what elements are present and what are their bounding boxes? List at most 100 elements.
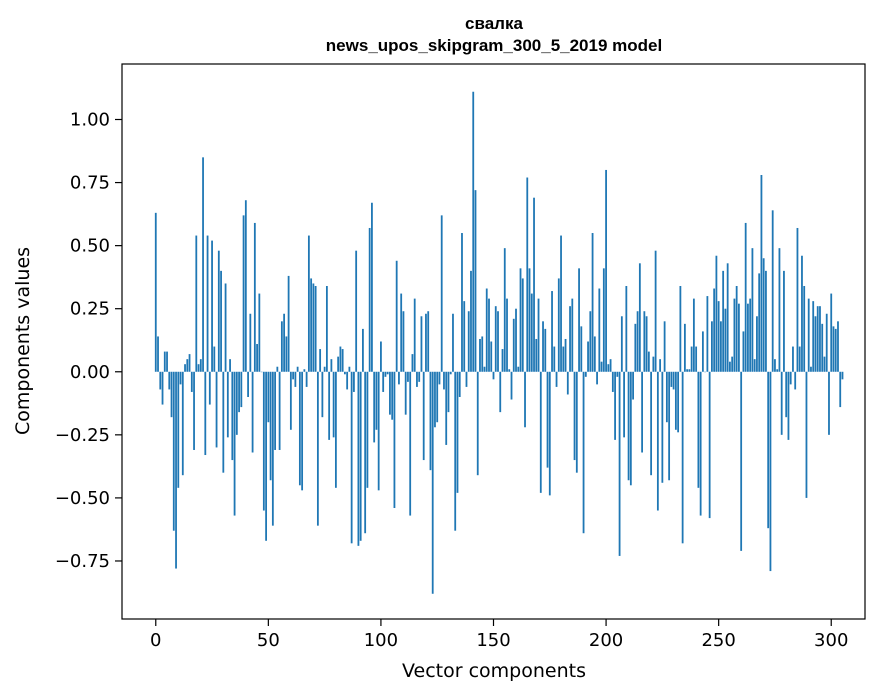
chart-subtitle: news_upos_skipgram_300_5_2019 model xyxy=(326,36,662,55)
bar xyxy=(168,371,171,390)
bar xyxy=(346,371,349,390)
bar xyxy=(467,311,470,372)
bar xyxy=(735,286,738,372)
bar xyxy=(720,321,722,372)
bar xyxy=(190,371,193,392)
bar xyxy=(280,321,283,372)
bar xyxy=(242,215,245,372)
bar xyxy=(289,371,292,430)
bar xyxy=(515,308,517,372)
bar xyxy=(314,286,317,372)
bar xyxy=(389,371,391,415)
bar xyxy=(431,371,434,594)
bar xyxy=(620,316,623,372)
y-tick-label: −0.75 xyxy=(55,551,110,572)
bar xyxy=(222,371,225,473)
bar xyxy=(172,371,175,531)
bar xyxy=(294,371,297,387)
bar xyxy=(690,346,693,372)
bar xyxy=(490,341,493,372)
bar xyxy=(510,371,513,400)
bar xyxy=(614,371,616,440)
bar xyxy=(839,371,842,408)
bar xyxy=(695,346,698,372)
bar xyxy=(521,278,524,372)
bar xyxy=(564,338,567,372)
bar xyxy=(566,371,569,395)
bar xyxy=(409,371,412,516)
bar xyxy=(465,371,468,387)
bar xyxy=(753,359,756,372)
x-tick-label: 0 xyxy=(150,630,161,651)
y-tick-label: 0.50 xyxy=(70,236,110,257)
bar xyxy=(400,293,403,372)
bar xyxy=(654,250,657,372)
bar xyxy=(202,157,204,372)
bar xyxy=(213,346,216,372)
bar xyxy=(738,303,740,372)
x-tick-label: 200 xyxy=(589,630,623,651)
y-tick-label: 0.25 xyxy=(70,299,110,320)
bar xyxy=(587,341,589,372)
bar xyxy=(267,371,270,423)
chart-title: свалка xyxy=(465,14,523,33)
x-tick-label: 100 xyxy=(364,630,398,651)
bar xyxy=(407,371,409,382)
bar xyxy=(217,250,220,372)
bar xyxy=(783,270,785,372)
bar xyxy=(762,258,765,372)
bar xyxy=(771,210,774,372)
bar xyxy=(519,268,522,372)
bar xyxy=(445,371,448,445)
bar xyxy=(278,371,281,450)
bar xyxy=(785,371,788,418)
bar xyxy=(508,369,511,372)
y-tick-label: 0.00 xyxy=(70,362,110,383)
bar xyxy=(821,323,824,372)
bar xyxy=(506,298,508,372)
bar xyxy=(416,371,418,387)
bar xyxy=(697,371,700,488)
bar xyxy=(256,344,258,372)
y-tick-label: 0.75 xyxy=(70,173,110,194)
bar xyxy=(765,270,767,372)
bar xyxy=(220,270,222,372)
bar xyxy=(154,212,157,372)
bar xyxy=(476,371,479,476)
bar xyxy=(810,366,812,372)
bar xyxy=(688,369,691,372)
bar xyxy=(274,371,276,450)
bar xyxy=(807,298,810,372)
bar xyxy=(643,311,646,372)
bar xyxy=(546,371,549,468)
bar xyxy=(443,371,445,390)
bar xyxy=(296,366,299,372)
bar xyxy=(787,371,790,440)
bar xyxy=(303,369,306,372)
bar xyxy=(711,321,713,372)
x-tick-label: 150 xyxy=(476,630,510,651)
bar xyxy=(452,313,454,372)
bar xyxy=(553,346,556,372)
bar xyxy=(195,235,198,372)
bar xyxy=(652,356,655,372)
bar xyxy=(661,371,664,483)
bar xyxy=(774,359,776,372)
bar xyxy=(551,291,553,372)
bar xyxy=(650,371,653,476)
bar xyxy=(602,268,605,372)
bar xyxy=(253,222,256,372)
bar xyxy=(310,278,313,372)
bar xyxy=(472,91,475,372)
bar xyxy=(573,371,576,461)
bar xyxy=(224,283,227,372)
bar xyxy=(161,371,164,405)
bar xyxy=(645,316,648,372)
bar xyxy=(425,313,427,372)
bar xyxy=(271,371,274,526)
bar xyxy=(548,371,551,496)
bar xyxy=(413,298,416,372)
bar xyxy=(708,371,711,519)
bar xyxy=(328,371,331,440)
